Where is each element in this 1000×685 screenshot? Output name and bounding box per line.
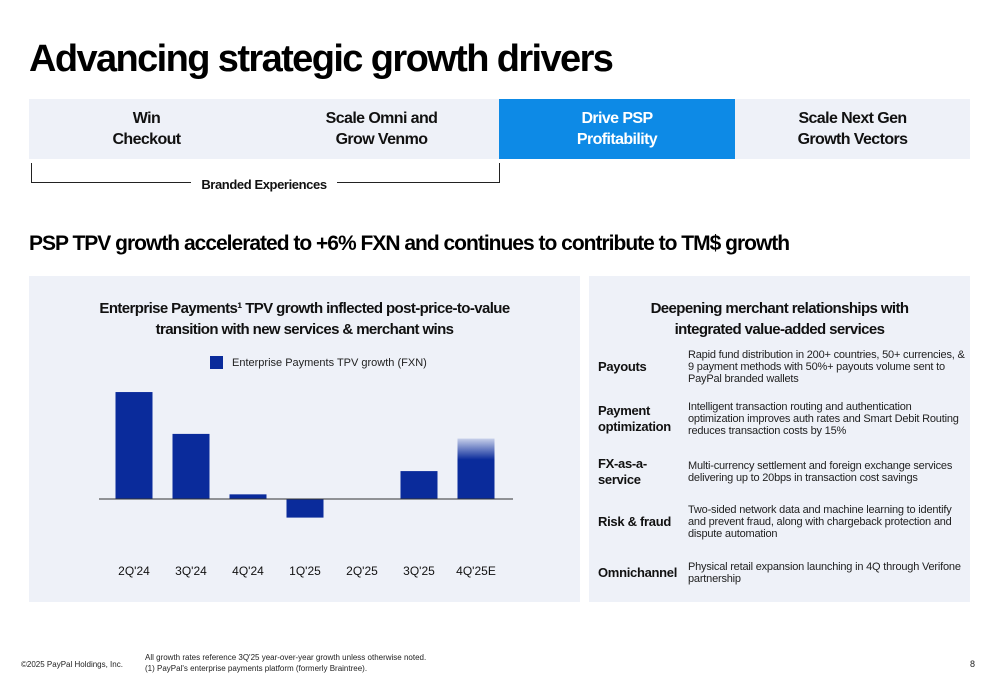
service-row-payment-optimization: Payment optimization Intelligent transac… [598, 401, 966, 437]
service-row-fx-as-a-service: FX-as-a-service Multi-currency settlemen… [598, 456, 966, 488]
strategic-pillars: Win Checkout Scale Omni and Grow Venmo Dri… [29, 99, 970, 159]
x-tick-label: 1Q'25 [289, 564, 321, 578]
x-tick-label: 2Q'24 [118, 564, 150, 578]
pillar-line: Grow Venmo [335, 131, 428, 148]
service-label: Risk & fraud [598, 514, 671, 529]
legend-label: Enterprise Payments TPV growth (FXN) [232, 356, 427, 369]
x-tick-label: 4Q'24 [232, 564, 264, 578]
copyright: ©2025 PayPal Holdings, Inc. [21, 660, 123, 669]
services-title-line: Deepening merchant relationships with [650, 300, 909, 317]
x-tick-label: 4Q'25E [456, 564, 496, 578]
pillar-line: Win [132, 110, 161, 127]
service-label: FX-as-a-service [598, 456, 647, 487]
section-title: PSP TPV growth accelerated to +6% FXN an… [29, 232, 790, 255]
service-description: Intelligent transaction routing and auth… [688, 401, 959, 437]
pillar-line: Profitability [576, 131, 658, 148]
service-label: Payment optimization [598, 403, 671, 434]
service-description: Rapid fund distribution in 200+ countrie… [688, 349, 965, 385]
chart-legend: Enterprise Payments TPV growth (FXN) [210, 356, 427, 369]
service-label: Omnichannel [598, 565, 678, 580]
service-row-risk-fraud: Risk & fraud Two-sided network data and … [598, 504, 966, 540]
service-description: Multi-currency settlement and foreign ex… [688, 460, 953, 484]
x-tick-label: 3Q'24 [175, 564, 207, 578]
tpv-growth-chart: 2Q'24 3Q'24 4Q'24 1Q'25 2Q'25 3Q'25 4Q'25E [99, 392, 513, 578]
service-row-omnichannel: Omnichannel Physical retail expansion la… [598, 561, 966, 585]
legend-swatch [210, 356, 223, 369]
services-title: Deepening merchant relationships with in… [589, 298, 970, 340]
bar-3Q'24 [172, 433, 210, 499]
pillar-line: Growth Vectors [797, 131, 908, 148]
bar-4Q'25E [457, 438, 495, 499]
bar-2Q'24 [115, 392, 153, 499]
service-label: Payouts [598, 359, 647, 374]
page-title: Advancing strategic growth drivers [29, 38, 614, 80]
services-panel: Deepening merchant relationships with in… [589, 276, 970, 602]
page-number: 8 [970, 659, 976, 669]
service-description: Physical retail expansion launching in 4… [688, 561, 961, 585]
pillar-line: Checkout [112, 131, 181, 148]
pillar-scale-omni: Scale Omni and Grow Venmo [264, 99, 499, 159]
footnote: All growth rates reference 3Q'25 year-ov… [145, 653, 427, 662]
service-description: Two-sided network data and machine learn… [688, 504, 952, 540]
service-row-payouts: Payouts Rapid fund distribution in 200+ … [598, 349, 966, 385]
chart-title-line: Enterprise Payments¹ TPV growth inflecte… [99, 300, 510, 317]
bar-1Q'25 [286, 499, 324, 518]
x-tick-label: 3Q'25 [403, 564, 435, 578]
bar-4Q'24 [229, 494, 267, 499]
pillar-next-gen: Scale Next Gen Growth Vectors [735, 99, 970, 159]
pillar-drive-psp-highlighted: Drive PSP Profitability [499, 99, 735, 159]
footnotes: All growth rates reference 3Q'25 year-ov… [145, 652, 426, 674]
pillar-line: Scale Omni and [325, 110, 438, 127]
pillar-line: Drive PSP [581, 110, 653, 127]
services-title-line: integrated value-added services [674, 321, 885, 338]
pillar-win-checkout: Win Checkout [29, 99, 264, 159]
bar-3Q'25 [400, 471, 438, 499]
chart-title-line: transition with new services & merchant … [155, 321, 454, 338]
footnote: (1) PayPal's enterprise payments platfor… [145, 664, 368, 673]
chart-panel: Enterprise Payments¹ TPV growth inflecte… [29, 276, 580, 602]
chart-title: Enterprise Payments¹ TPV growth inflecte… [29, 298, 580, 340]
x-tick-label: 2Q'25 [346, 564, 378, 578]
pillar-line: Scale Next Gen [798, 110, 907, 127]
bracket-label: Branded Experiences [191, 177, 337, 192]
